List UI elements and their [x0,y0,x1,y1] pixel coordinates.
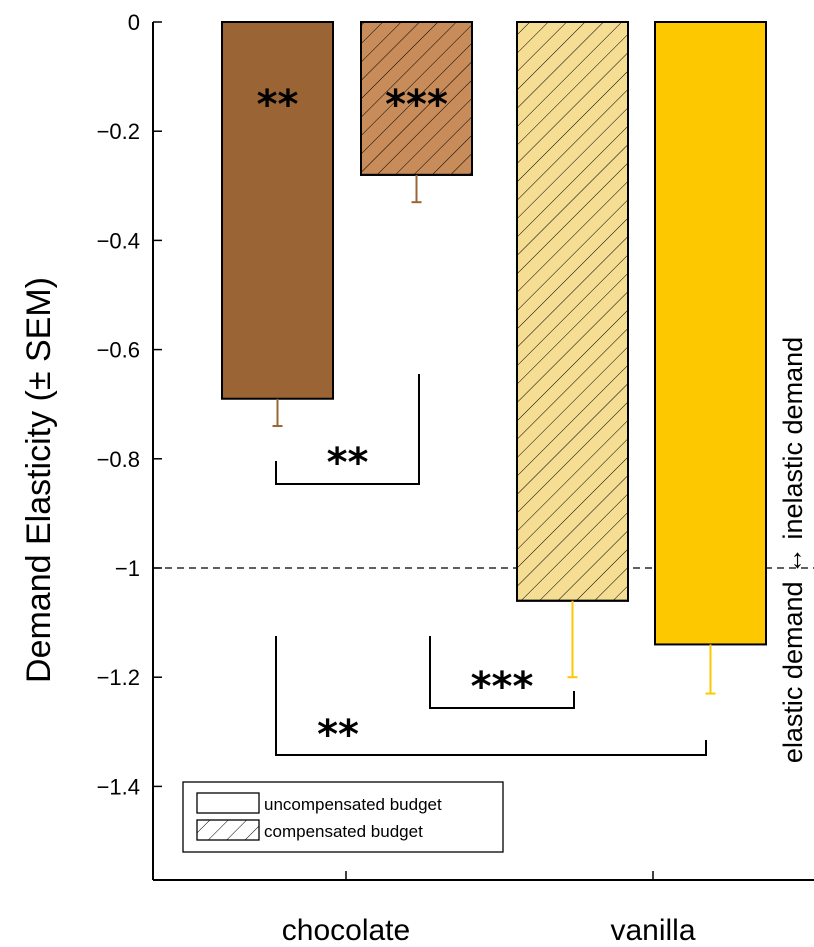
significance-brackets: ******* [275,374,707,758]
legend: uncompensated budget compensated budget [182,781,504,853]
y-tick-label: −0.4 [97,228,140,253]
significance-bracket [275,636,707,756]
bar-significance-stars: ** [257,82,299,128]
significance-stars: ** [317,712,359,758]
significance-bracket [429,636,575,709]
legend-swatch-uncompensated [196,792,260,814]
side-label: elastic demand ↔ inelastic demand [778,337,808,763]
significance-bracket [275,374,420,485]
y-tick-label: −0.8 [97,447,140,472]
bars [221,21,767,646]
bar-significance-stars: *** [385,82,448,128]
error-bars [272,174,716,695]
y-tick-label: 0 [128,10,140,35]
legend-swatch-compensated [196,819,260,841]
y-axis-title: Demand Elasticity (± SEM) [20,277,58,683]
y-tick-label: −1 [115,556,140,581]
bar-stars: ** *** [257,82,448,128]
bar-hatch [516,21,629,602]
y-tick-label: −1.2 [97,665,140,690]
y-tick-label: −0.6 [97,338,140,363]
legend-label-uncompensated: uncompensated budget [264,795,442,814]
x-ticks: chocolate vanilla [282,871,696,947]
bar-hatch [360,21,473,176]
x-category-label: chocolate [282,914,410,947]
significance-stars: *** [471,664,534,710]
y-ticks: 0 −0.2 −0.4 −0.6 −0.8 −1 −1.2 −1.4 [97,10,162,799]
y-tick-label: −1.4 [97,774,140,799]
x-category-label: vanilla [610,914,695,947]
legend-label-compensated: compensated budget [264,822,423,841]
y-tick-label: −0.2 [97,119,140,144]
bar [221,21,334,400]
bar [654,21,767,646]
significance-stars: ** [327,440,369,486]
